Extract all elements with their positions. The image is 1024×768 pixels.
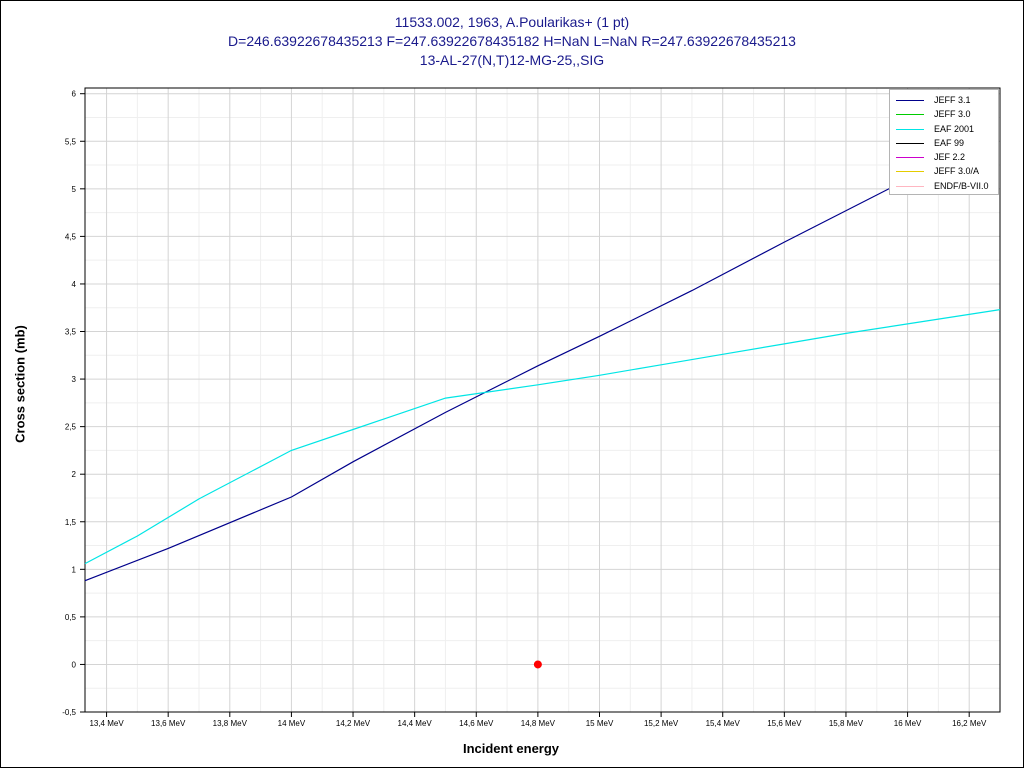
- x-tick-label: 15,2 MeV: [644, 719, 679, 728]
- legend-label: JEFF 3.1: [934, 95, 971, 105]
- legend-swatch: [896, 128, 924, 130]
- y-tick-label: 2: [72, 470, 77, 479]
- series-line: [84, 309, 1001, 565]
- x-tick-label: 16 MeV: [894, 719, 922, 728]
- experimental-data-point: [533, 660, 542, 669]
- y-axis-label: Cross section (mb): [12, 325, 28, 443]
- x-tick-label: 14,8 MeV: [521, 719, 556, 728]
- legend-item: JEF 2.2: [890, 151, 998, 165]
- x-tick-label: 14,2 MeV: [336, 719, 371, 728]
- x-axis-label: Incident energy: [462, 741, 560, 756]
- y-tick-label: 1,5: [65, 518, 77, 527]
- legend-label: EAF 2001: [934, 123, 975, 134]
- y-tick-label: 4: [72, 280, 77, 289]
- legend-swatch: [896, 157, 924, 159]
- y-tick-label: 0: [72, 660, 77, 669]
- legend-item: ENDF/B-VII.0: [890, 180, 998, 194]
- legend-item: EAF 99: [890, 137, 998, 151]
- legend-swatch: [896, 100, 924, 101]
- legend-item: JEFF 3.0/A: [890, 165, 998, 179]
- legend-item: JEFF 3.0: [890, 108, 998, 122]
- legend-item: EAF 2001: [890, 123, 998, 137]
- x-tick-label: 13,4 MeV: [89, 719, 124, 728]
- y-tick-label: 0,5: [65, 613, 77, 622]
- y-tick-label: 1: [72, 565, 77, 574]
- y-tick-label: -0,5: [62, 708, 76, 717]
- x-tick-label: 13,6 MeV: [151, 719, 186, 728]
- legend-swatch: [896, 114, 924, 116]
- x-tick-label: 15,4 MeV: [706, 719, 741, 728]
- y-tick-label: 3: [72, 375, 77, 384]
- y-tick-label: 5: [72, 185, 77, 194]
- legend-swatch: [896, 142, 924, 144]
- x-tick-label: 14 MeV: [278, 719, 306, 728]
- legend-label: JEFF 3.0: [934, 109, 971, 120]
- legend-item: JEFF 3.1: [890, 94, 998, 108]
- y-tick-label: 6: [72, 90, 77, 99]
- chart-title-line1: 11533.002, 1963, A.Poularikas+ (1 pt): [394, 14, 630, 30]
- x-tick-label: 15 MeV: [586, 719, 614, 728]
- x-tick-label: 15,6 MeV: [767, 719, 802, 728]
- legend-label: JEFF 3.0/A: [934, 166, 980, 177]
- series-line: [84, 174, 921, 582]
- chart-title-line3: 13-AL-27(N,T)12-MG-25,,SIG: [419, 52, 605, 68]
- chart-title-line2: D=246.63922678435213 F=247.6392267843518…: [228, 33, 796, 49]
- legend-swatch: [896, 185, 924, 187]
- x-tick-label: 13,8 MeV: [213, 719, 248, 728]
- chart-title-block: 11533.002, 1963, A.Poularikas+ (1 pt) D=…: [0, 13, 1024, 70]
- y-tick-label: 2,5: [65, 423, 77, 432]
- x-tick-label: 15,8 MeV: [829, 719, 864, 728]
- x-tick-label: 14,4 MeV: [398, 719, 433, 728]
- legend-swatch: [896, 171, 924, 173]
- chart-legend: JEFF 3.1 JEFF 3.0 EAF 2001 EAF 99 JEF 2.2 JEF…: [889, 89, 999, 195]
- y-tick-label: 4,5: [65, 232, 77, 241]
- plot-area: [85, 88, 1000, 712]
- legend-label: JEF 2.2: [934, 152, 966, 163]
- y-tick-label: 3,5: [65, 328, 77, 337]
- x-tick-label: 16,2 MeV: [952, 719, 987, 728]
- x-tick-label: 14,6 MeV: [459, 719, 494, 728]
- legend-label: ENDF/B-VII.0: [934, 180, 989, 191]
- y-tick-label: 5,5: [65, 137, 77, 146]
- plot-border: [84, 87, 1001, 713]
- legend-label: EAF 99: [934, 137, 965, 148]
